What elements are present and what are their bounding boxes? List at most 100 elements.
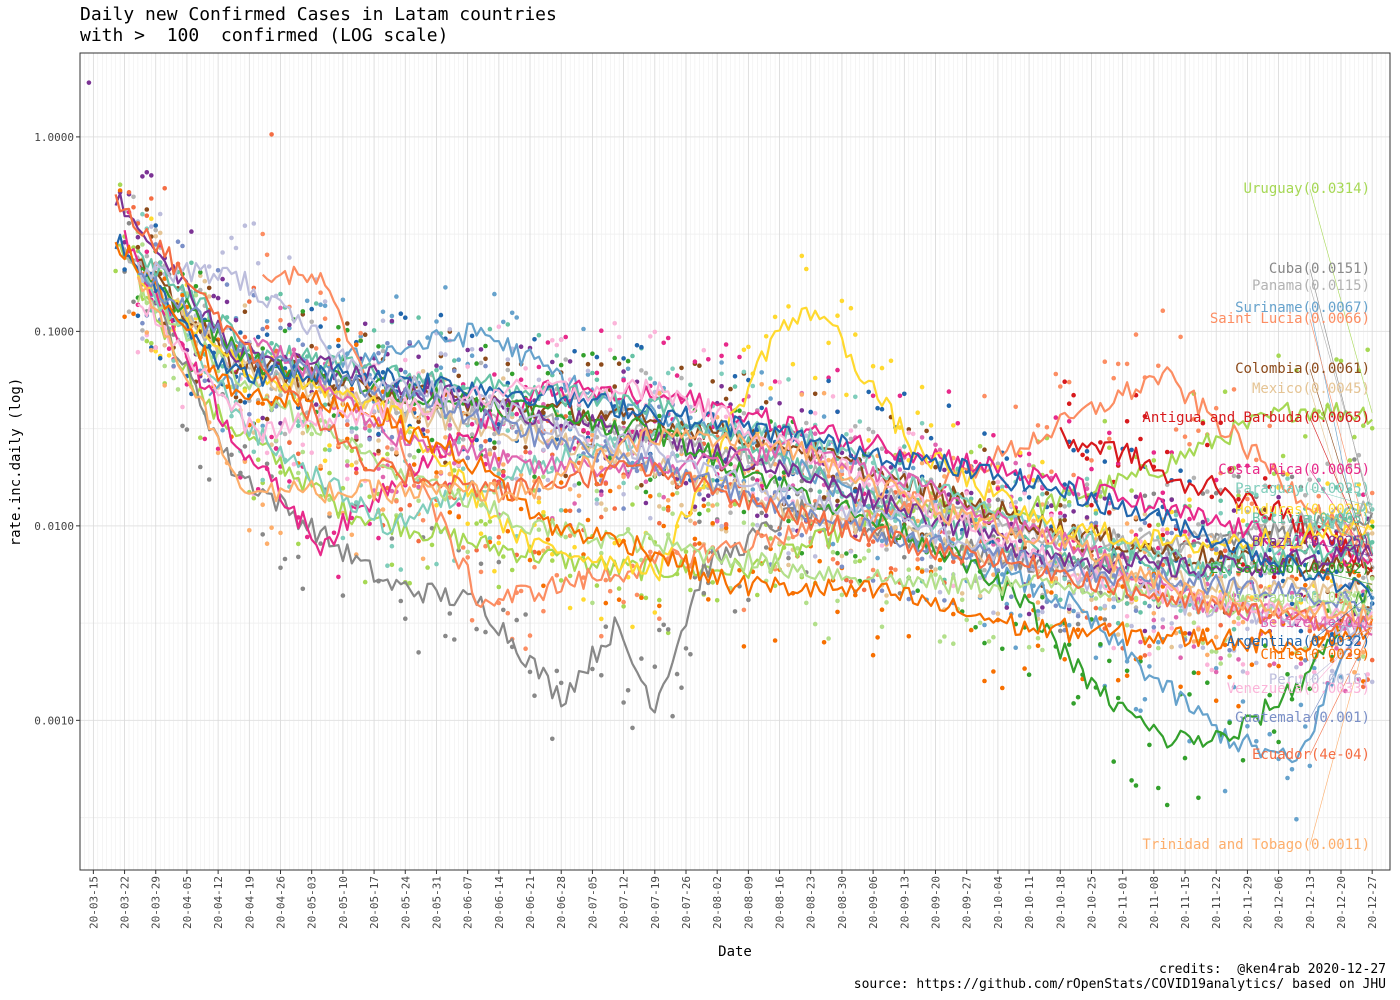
data-point-antigua-and-barbuda (1124, 419, 1130, 424)
data-point-brazil (215, 295, 221, 301)
data-point-belize (527, 450, 533, 455)
data-point-brazil (719, 384, 724, 389)
data-point-el-salvador (1164, 802, 1170, 808)
data-point-nicaragua (674, 490, 680, 496)
data-point-el-salvador (741, 509, 747, 515)
data-point-chile (180, 293, 185, 298)
data-point-ecuador (162, 186, 167, 191)
data-point-honduras (951, 423, 956, 428)
data-point-honduras (572, 544, 577, 550)
data-point-trinidad-and-tobago (536, 495, 542, 501)
data-point-costa-rica (1107, 430, 1112, 436)
data-point-cuba (1102, 617, 1108, 622)
data-point-argentina (122, 267, 127, 272)
data-point-nicaragua (741, 520, 747, 525)
data-point-peru (251, 221, 257, 226)
data-point-chile (1075, 627, 1081, 633)
data-point-colombia (345, 321, 350, 326)
data-point-costa-rica (1236, 463, 1241, 469)
data-point-argentina (376, 431, 381, 437)
data-point-saint-lucia (394, 498, 399, 504)
data-point-nicaragua (906, 567, 912, 572)
data-point-costa-rica (692, 359, 698, 365)
data-point-saint-lucia (1280, 470, 1286, 475)
data-point-peru (786, 551, 791, 556)
data-point-suriname (879, 538, 885, 544)
data-point-guatemala (1142, 520, 1148, 526)
data-point-mexico (977, 593, 983, 599)
series-label-name: Panama (1252, 278, 1303, 294)
data-point-uruguay (496, 584, 502, 590)
data-point-colombia (599, 362, 604, 367)
data-point-el-salvador (198, 270, 203, 275)
data-point-honduras (255, 418, 261, 424)
data-point-nicaragua (175, 387, 181, 392)
data-point-ecuador (870, 539, 876, 544)
data-point-colombia (264, 416, 270, 422)
data-point-peru (469, 347, 475, 352)
data-point-chile (1236, 703, 1241, 709)
data-point-chile (260, 401, 266, 406)
data-point-el-salvador (1111, 759, 1116, 764)
data-point-el-salvador (492, 440, 497, 445)
data-point-saint-lucia (607, 588, 613, 594)
data-point-paraguay (460, 466, 466, 472)
data-point-venezuela (1205, 662, 1210, 667)
data-point-el-salvador (474, 361, 479, 366)
data-point-panama (460, 437, 466, 442)
data-point-cuba (184, 427, 190, 432)
data-point-venezuela (1111, 645, 1116, 651)
data-point-suriname (1017, 613, 1023, 618)
data-point-peru (149, 224, 154, 229)
data-point-antigua-and-barbuda (1236, 497, 1241, 502)
data-point-belize (1164, 530, 1170, 536)
data-point-uruguay (1365, 347, 1370, 353)
data-point-bolivia (416, 315, 421, 320)
data-point-costa-rica (514, 411, 519, 417)
data-point-brazil (1298, 592, 1304, 598)
data-point-paraguay (857, 419, 863, 424)
data-point-cuba (483, 629, 488, 635)
data-point-costa-rica (166, 346, 172, 352)
data-point-el-salvador (416, 448, 421, 454)
data-point-nicaragua (959, 597, 965, 603)
data-point-el-salvador (844, 551, 849, 556)
data-point-argentina (732, 374, 738, 379)
data-point-el-salvador (786, 518, 791, 524)
data-point-venezuela (701, 347, 707, 353)
data-point-honduras (496, 540, 502, 546)
data-point-honduras (812, 375, 818, 381)
x-tick-label: 20-11-08 (1148, 876, 1161, 929)
data-point-uruguay (657, 597, 662, 603)
data-point-suriname (821, 414, 827, 419)
data-point-argentina (318, 324, 323, 329)
data-point-el-salvador (1182, 755, 1188, 761)
data-point-costa-rica (536, 364, 542, 370)
data-point-suriname (581, 326, 586, 332)
data-point-venezuela (607, 347, 613, 353)
data-point-costa-rica (1156, 545, 1161, 551)
data-point-colombia (483, 356, 488, 362)
data-point-paraguay (1062, 576, 1067, 582)
data-point-bolivia (732, 384, 738, 389)
data-point-brazil (224, 299, 230, 305)
data-point-suriname (514, 315, 519, 320)
data-point-costa-rica (755, 478, 760, 483)
data-point-uruguay (710, 580, 715, 585)
series-label-value: (0.0151) (1303, 261, 1370, 277)
data-point-costa-rica (1133, 532, 1139, 538)
data-point-cuba (1236, 474, 1241, 479)
data-point-trinidad-and-tobago (665, 498, 671, 503)
series-label-name: Costa Rica (1218, 462, 1302, 478)
data-point-cuba (630, 725, 635, 731)
data-point-chile (1182, 631, 1188, 636)
x-tick-label: 20-11-22 (1210, 876, 1223, 929)
data-point-argentina (946, 403, 952, 409)
data-point-bolivia (1058, 597, 1063, 603)
data-point-guatemala (576, 508, 582, 513)
data-point-uruguay (1271, 471, 1277, 477)
data-point-mexico (153, 234, 158, 239)
data-point-peru (1111, 596, 1116, 602)
data-point-el-salvador (1000, 646, 1005, 652)
data-point-belize (1236, 657, 1241, 662)
